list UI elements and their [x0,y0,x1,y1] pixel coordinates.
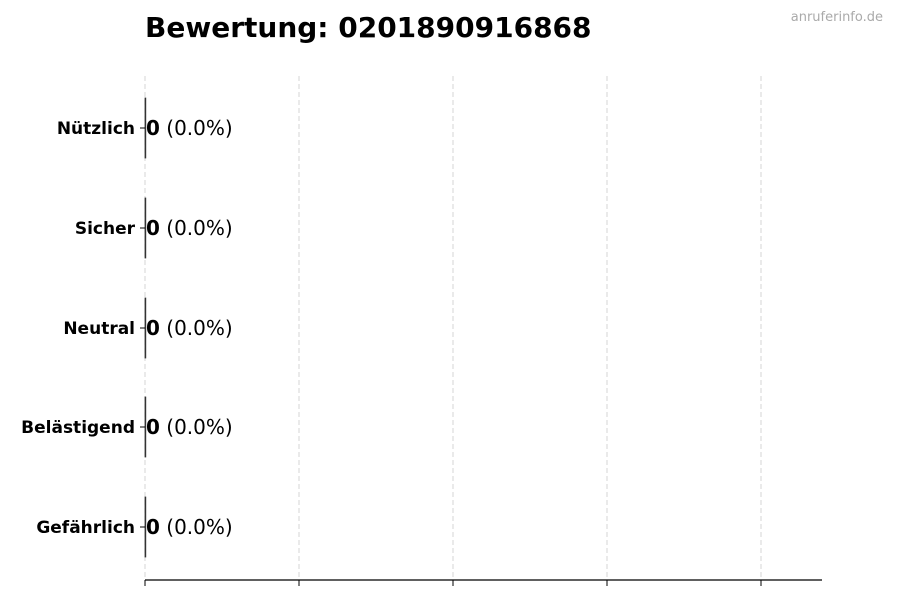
category-label: Sicher [75,219,136,239]
category-label: Belästigend [21,418,135,438]
data-label-count: 0 [146,216,160,240]
data-label: 0 (0.0%) [146,116,233,140]
data-label: 0 (0.0%) [146,316,233,340]
data-label-count: 0 [146,116,160,140]
data-label-count: 0 [146,316,160,340]
data-label: 0 (0.0%) [146,415,233,439]
data-label-count: 0 [146,415,160,439]
data-label-percent: (0.0%) [166,415,232,439]
data-label: 0 (0.0%) [146,216,233,240]
data-label-count: 0 [146,515,160,539]
category-label: Neutral [63,319,135,339]
data-label-percent: (0.0%) [166,515,232,539]
chart-title: Bewertung: 0201890916868 [145,11,592,44]
data-label-percent: (0.0%) [166,216,232,240]
data-label-percent: (0.0%) [166,316,232,340]
data-label-percent: (0.0%) [166,116,232,140]
watermark: anruferinfo.de [790,10,883,25]
category-label: Nützlich [57,119,135,139]
category-label: Gefährlich [36,518,135,538]
data-label: 0 (0.0%) [146,515,233,539]
